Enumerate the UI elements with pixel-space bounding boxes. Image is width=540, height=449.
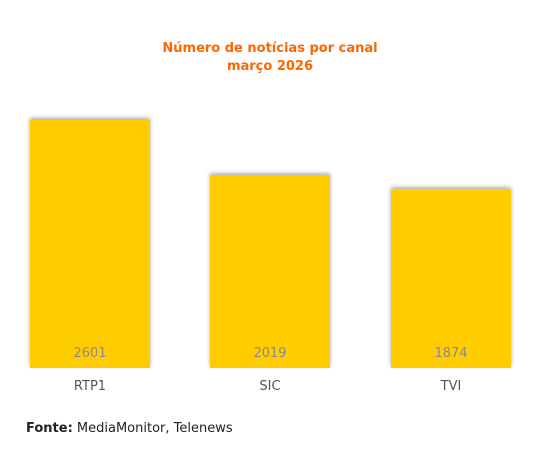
category-label-sic: SIC xyxy=(259,379,280,394)
bar-rtp1 xyxy=(30,120,150,368)
bars-group: 2601 RTP1 2019 SIC 1874 TVI xyxy=(30,120,511,394)
bar-sic xyxy=(210,175,330,368)
category-label-rtp1: RTP1 xyxy=(74,379,106,394)
source-text: MediaMonitor, Telenews xyxy=(76,421,233,436)
chart-title: Número de notícias por canal xyxy=(162,41,378,56)
value-label-sic: 2019 xyxy=(253,346,286,361)
value-label-tvi: 1874 xyxy=(434,346,467,361)
bar-tvi xyxy=(391,189,511,368)
source-label: Fonte: xyxy=(26,421,73,436)
chart-subtitle: março 2026 xyxy=(226,59,314,74)
value-label-rtp1: 2601 xyxy=(73,346,106,361)
source-note: Fonte: MediaMonitor, Telenews xyxy=(26,421,233,436)
category-label-tvi: TVI xyxy=(440,379,462,394)
